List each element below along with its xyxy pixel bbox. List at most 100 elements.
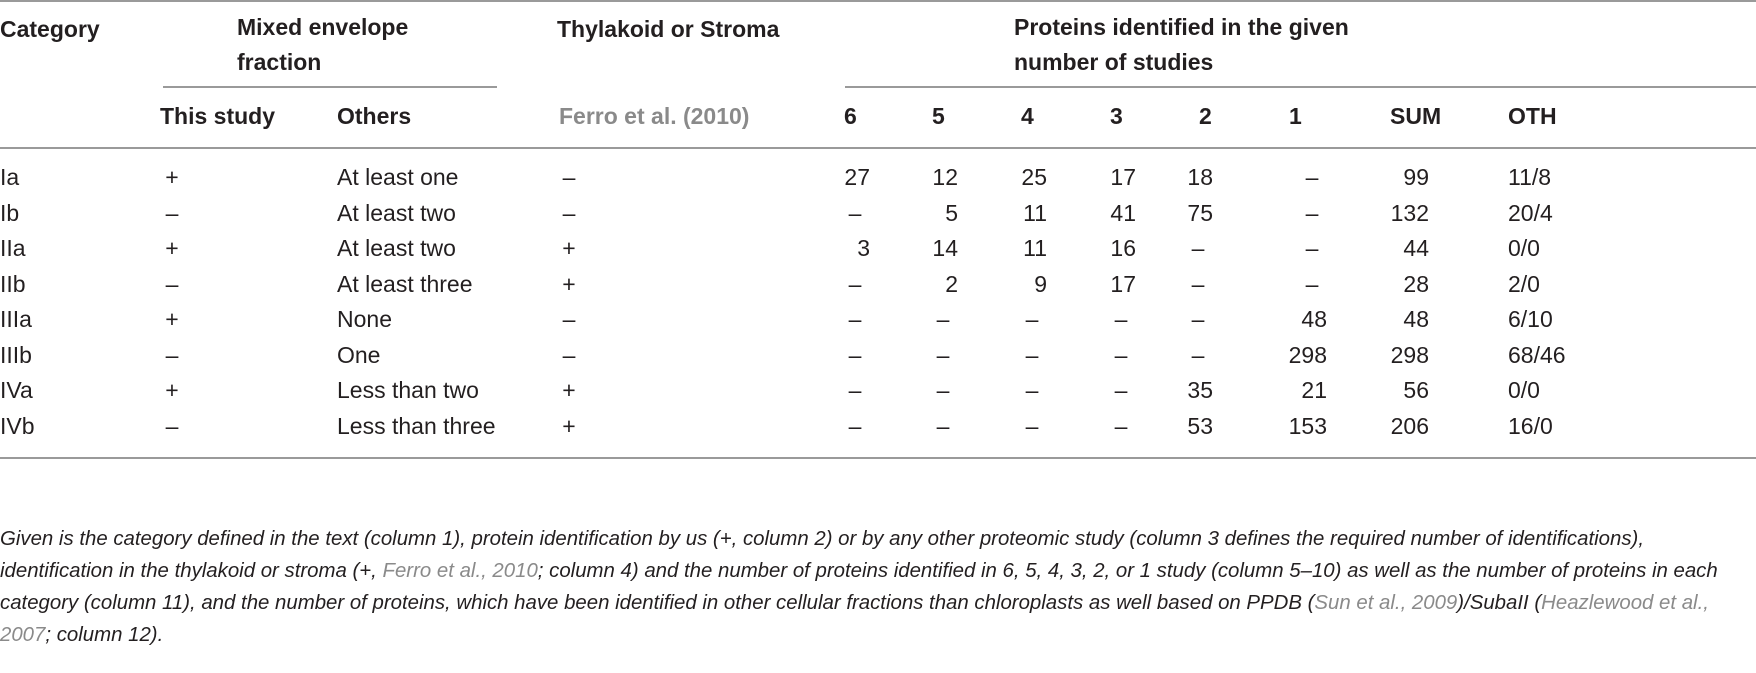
- cell-thylakoid-stroma: –: [562, 164, 576, 190]
- cell-thylakoid-stroma: +: [562, 377, 576, 403]
- cell-sum: 56: [1403, 377, 1429, 403]
- cell-n4: 9: [1034, 270, 1047, 297]
- cell-n2: –: [1191, 306, 1205, 332]
- cell-n3: –: [1114, 412, 1128, 439]
- header-thylakoid-stroma: Thylakoid or Stroma: [557, 16, 780, 42]
- cell-n6: –: [848, 270, 862, 297]
- cell-n1: –: [1305, 164, 1319, 190]
- caption-part-3: )/SubaII (: [1457, 592, 1542, 614]
- cell-this-study: –: [165, 270, 179, 297]
- cell-oth: 6/10: [1508, 306, 1553, 332]
- caption-part-2: ; column 4) and the number of proteins i…: [0, 560, 1718, 614]
- cell-n4: –: [1025, 412, 1039, 439]
- cell-n3: 16: [1110, 235, 1136, 261]
- cell-n3: –: [1114, 341, 1128, 368]
- cell-oth: 0/0: [1508, 235, 1540, 261]
- cell-n2: –: [1191, 341, 1205, 368]
- cell-n5: –: [936, 377, 950, 403]
- cell-n2: 75: [1187, 199, 1213, 226]
- cell-n6: –: [848, 341, 862, 368]
- cell-n5: 14: [932, 235, 958, 261]
- cell-n5: 12: [932, 164, 958, 190]
- cell-this-study: +: [165, 164, 179, 190]
- cell-oth: 2/0: [1508, 270, 1540, 297]
- cell-oth: 0/0: [1508, 377, 1540, 403]
- cell-n5: –: [936, 341, 950, 368]
- cell-n3: –: [1114, 306, 1128, 332]
- cell-n4: –: [1025, 377, 1039, 403]
- caption-ref-sun[interactable]: Sun et al., 2009: [1314, 592, 1458, 614]
- header-proteins-identified-line2: number of studies: [1014, 49, 1214, 75]
- cell-n1: 298: [1288, 341, 1327, 368]
- cell-category: IVb: [0, 412, 35, 439]
- cell-this-study: +: [165, 235, 179, 261]
- cell-category: IIa: [0, 235, 26, 261]
- cell-this-study: –: [165, 199, 179, 226]
- cell-n5: –: [936, 412, 950, 439]
- cell-n5: 5: [945, 199, 958, 226]
- cell-category: IIb: [0, 270, 26, 297]
- cell-thylakoid-stroma: +: [562, 235, 576, 261]
- cell-n3: 17: [1110, 270, 1136, 297]
- cell-thylakoid-stroma: +: [562, 412, 576, 439]
- caption-ref-heazlewood[interactable]: Heazlewood et al., 2007: [0, 592, 1709, 646]
- caption-part-4: ; column 12).: [45, 624, 164, 646]
- cell-category: IIIb: [0, 341, 32, 368]
- cell-n2: 18: [1187, 164, 1213, 190]
- header-col-4: 4: [1021, 103, 1034, 129]
- cell-n6: 27: [844, 164, 870, 190]
- cell-sum: 48: [1403, 306, 1429, 332]
- top-rule: [0, 0, 1756, 2]
- cell-sum: 28: [1403, 270, 1429, 297]
- cell-category: IVa: [0, 377, 33, 403]
- cell-category: Ia: [0, 164, 20, 190]
- caption-ref-ferro[interactable]: Ferro et al., 2010: [382, 560, 538, 582]
- cell-n2: 53: [1187, 412, 1213, 439]
- cell-others: At least two: [337, 199, 456, 226]
- cell-n5: –: [936, 306, 950, 332]
- cell-n5: 2: [945, 270, 958, 297]
- header-bottom-rule: [0, 147, 1756, 149]
- cell-others: At least three: [337, 270, 473, 297]
- header-ferro: Ferro et al. (2010): [559, 103, 750, 129]
- cell-n4: 25: [1021, 164, 1047, 190]
- header-col-3: 3: [1110, 103, 1123, 129]
- header-proteins-identified: Proteins identified in the given number …: [1014, 10, 1349, 80]
- cell-n1: 153: [1288, 412, 1327, 439]
- cell-n2: –: [1191, 270, 1205, 297]
- cell-n1: 48: [1301, 306, 1327, 332]
- cell-n4: 11: [1023, 235, 1047, 261]
- header-col-2: 2: [1199, 103, 1212, 129]
- cell-sum: 298: [1390, 341, 1429, 368]
- header-mixed-envelope-line1: Mixed envelope: [237, 14, 409, 40]
- cell-n4: –: [1025, 341, 1039, 368]
- proteins-identified-underline: [845, 86, 1756, 88]
- mixed-envelope-underline: [163, 86, 497, 88]
- header-mixed-envelope-line2: fraction: [237, 49, 322, 75]
- cell-others: At least one: [337, 164, 459, 190]
- header-col-6: 6: [844, 103, 857, 129]
- cell-thylakoid-stroma: –: [562, 199, 576, 226]
- header-oth: OTH: [1508, 103, 1557, 129]
- cell-oth: 16/0: [1508, 412, 1553, 439]
- cell-this-study: +: [165, 377, 179, 403]
- cell-n4: 11: [1023, 199, 1047, 226]
- cell-n1: –: [1305, 235, 1319, 261]
- header-this-study: This study: [160, 103, 276, 129]
- cell-category: Ib: [0, 199, 20, 226]
- cell-sum: 132: [1390, 199, 1429, 226]
- header-others: Others: [337, 103, 412, 129]
- cell-thylakoid-stroma: +: [562, 270, 576, 297]
- cell-this-study: +: [165, 306, 179, 332]
- cell-n1: –: [1305, 199, 1319, 226]
- cell-sum: 99: [1403, 164, 1429, 190]
- cell-thylakoid-stroma: –: [562, 306, 576, 332]
- cell-n6: –: [848, 377, 862, 403]
- cell-others: One: [337, 341, 381, 368]
- cell-n2: 35: [1187, 377, 1213, 403]
- cell-n1: –: [1305, 270, 1319, 297]
- header-mixed-envelope: Mixed envelope fraction: [237, 10, 408, 80]
- cell-others: None: [337, 306, 392, 332]
- cell-sum: 206: [1390, 412, 1429, 439]
- header-category: Category: [0, 16, 100, 42]
